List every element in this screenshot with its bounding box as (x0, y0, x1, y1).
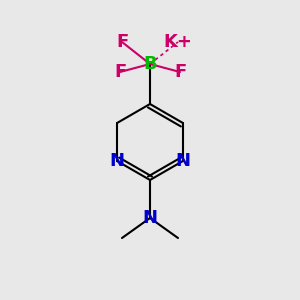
Text: B: B (143, 55, 157, 73)
Text: N: N (142, 209, 158, 227)
Text: K+: K+ (164, 33, 192, 51)
Text: F: F (114, 63, 126, 81)
Text: F: F (174, 63, 186, 81)
Text: F: F (116, 33, 128, 51)
Text: N: N (176, 152, 190, 170)
Text: N: N (110, 152, 124, 170)
